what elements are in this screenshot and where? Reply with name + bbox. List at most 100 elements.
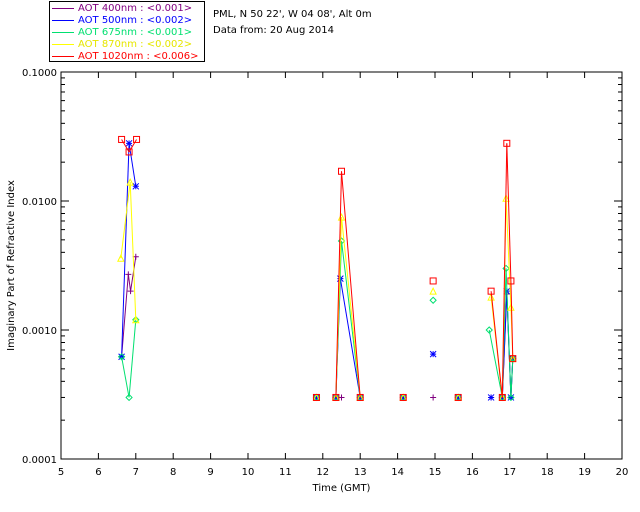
x-tick-label: 12 xyxy=(316,467,329,478)
y-tick-label: 0.0010 xyxy=(22,326,57,337)
series-line-segment xyxy=(341,171,361,398)
data-point xyxy=(312,393,320,401)
x-tick-label: 20 xyxy=(616,467,629,478)
data-point xyxy=(509,355,517,363)
legend-swatch xyxy=(52,19,74,21)
data-point xyxy=(118,135,126,143)
series-2 xyxy=(117,237,517,402)
data-point xyxy=(125,271,132,278)
series-line-segment xyxy=(121,356,130,398)
series-line-segment xyxy=(121,143,130,357)
series-1 xyxy=(118,139,517,401)
data-point xyxy=(125,393,133,402)
series-line-segment xyxy=(488,329,503,398)
data-point xyxy=(485,326,493,334)
x-tick-label: 8 xyxy=(170,467,176,478)
data-point xyxy=(125,148,133,156)
site-info: PML, N 50 22', W 04 08', Alt 0m xyxy=(213,9,372,20)
data-point xyxy=(125,139,133,147)
data-point xyxy=(454,394,462,401)
data-point xyxy=(118,353,125,361)
series-line-segment xyxy=(120,182,131,259)
plot-frame xyxy=(60,71,623,460)
x-tick-label: 17 xyxy=(503,467,516,478)
data-point xyxy=(332,393,340,401)
legend-entry: AOT 870nm : <0.002> xyxy=(52,39,192,51)
data-point xyxy=(127,288,134,295)
data-point xyxy=(429,350,437,358)
series-line-segment xyxy=(506,143,512,281)
legend-swatch xyxy=(52,7,74,9)
data-point xyxy=(338,167,345,175)
series-line-segment xyxy=(510,280,514,359)
series-line-segment xyxy=(335,171,342,398)
x-tick-label: 14 xyxy=(391,467,404,478)
data-point xyxy=(507,303,515,311)
data-point xyxy=(487,394,495,401)
series-line-segment xyxy=(339,278,361,398)
legend-entry: AOT 400nm : <0.001> xyxy=(52,3,192,15)
data-point xyxy=(313,394,320,401)
x-tick-label: 9 xyxy=(207,467,213,478)
data-point xyxy=(429,296,437,304)
series-0 xyxy=(118,253,516,401)
legend-swatch xyxy=(52,43,74,45)
x-tick-label: 11 xyxy=(279,467,292,478)
x-tick-label: 6 xyxy=(95,467,101,478)
legend-entry: AOT 1020nm : <0.006> xyxy=(52,51,198,63)
axis-layer: 5 6 7 8 9 10 11 12 13 14 15 16 17 18 19 20 0.0001 0.0010 0… xyxy=(22,68,628,478)
y-tick-label: 0.1000 xyxy=(22,68,57,79)
x-tick-label: 15 xyxy=(429,467,442,478)
data-point xyxy=(399,393,407,401)
legend-label: AOT 1020nm : <0.006> xyxy=(78,51,199,62)
series-4 xyxy=(118,135,517,401)
data-point xyxy=(487,287,495,295)
data-point xyxy=(126,178,134,186)
x-tick-label: 7 xyxy=(133,467,139,478)
series-line-segment xyxy=(501,143,508,398)
data-point xyxy=(132,182,140,190)
legend-label: AOT 400nm : <0.001> xyxy=(78,3,193,14)
legend: AOT 400nm : <0.001> AOT 500nm : <0.002> AO… xyxy=(49,1,205,62)
data-point xyxy=(487,292,495,301)
data-point xyxy=(502,264,510,273)
data-point xyxy=(117,254,125,262)
data-point xyxy=(399,394,407,401)
x-axis-label: Time (GMT) xyxy=(312,483,371,494)
y-tick-label: 0.0001 xyxy=(22,455,57,466)
series-line-segment xyxy=(510,358,514,398)
legend-label: AOT 870nm : <0.002> xyxy=(78,39,193,50)
series-line-segment xyxy=(128,139,137,153)
series-line-segment xyxy=(128,319,137,398)
data-point xyxy=(503,139,511,147)
data-point xyxy=(498,393,506,401)
x-tick-label: 13 xyxy=(354,467,367,478)
series-3 xyxy=(117,178,517,401)
data-point xyxy=(429,287,437,295)
legend-label: AOT 675nm : <0.001> xyxy=(78,27,193,38)
x-tick-label: 16 xyxy=(466,467,479,478)
legend-label: AOT 500nm : <0.002> xyxy=(78,15,193,26)
data-point xyxy=(507,393,515,402)
data-point xyxy=(132,253,139,260)
data-point xyxy=(133,135,141,143)
series-line-segment xyxy=(129,182,137,320)
series-line-segment xyxy=(121,274,129,357)
x-tick-label: 19 xyxy=(578,467,591,478)
x-tick-label: 5 xyxy=(58,467,64,478)
legend-swatch xyxy=(52,55,74,57)
x-tick-label: 10 xyxy=(242,467,255,478)
data-point xyxy=(429,277,437,285)
series-line-segment xyxy=(130,256,137,292)
series-line-segment xyxy=(505,268,512,398)
date-info: Data from: 20 Aug 2014 xyxy=(213,25,334,36)
series-line-segment xyxy=(341,217,361,398)
plot-layer xyxy=(117,135,517,402)
legend-swatch xyxy=(52,31,74,33)
y-axis-label: Imaginary Part of Refractive Index xyxy=(6,180,17,351)
data-point xyxy=(131,315,140,324)
series-line-segment xyxy=(490,291,503,398)
legend-entry: AOT 500nm : <0.002> xyxy=(52,15,192,27)
data-point xyxy=(507,277,515,285)
